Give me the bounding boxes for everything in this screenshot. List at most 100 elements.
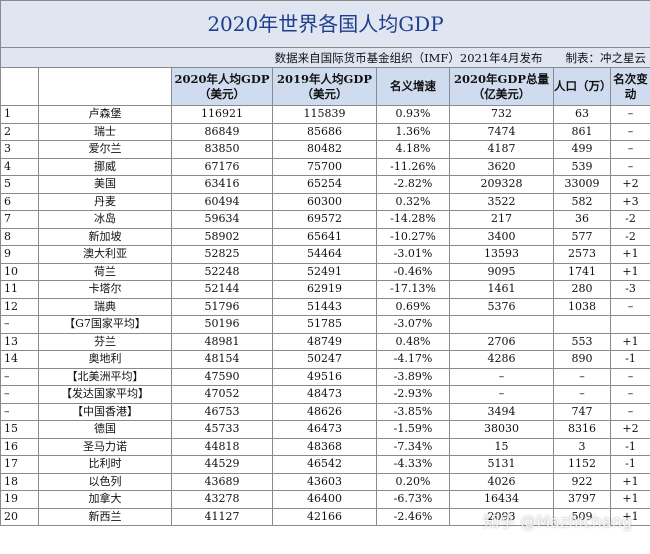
total-value: – [449,367,554,386]
rank-change-value: +1 [610,245,650,264]
gdp2020-value: 51796 [171,297,273,316]
header-rank-change: 名次变动 [610,67,650,106]
total-value: 5376 [449,297,554,316]
gdp2019-value: 42166 [272,507,377,526]
source-note: 数据来自国际货币基金组织（IMF）2021年4月发布 制表：冲之星云 [0,47,650,68]
pop-value: 922 [553,472,611,491]
pop-value: 63 [553,105,611,124]
gdp2019-value: 51785 [272,315,377,334]
gdp2019-value: 60300 [272,192,377,211]
table-row: – 【北美洲平均】 47590 49516 -3.89% – – – [0,367,650,386]
gdp2020-value: 48981 [171,332,273,351]
gdp2019-value: 50247 [272,350,377,369]
growth-value: -2.93% [376,385,450,404]
rank-no: 16 [0,437,39,456]
total-value: – [449,385,554,404]
gdp2019-value: 43603 [272,472,377,491]
country-name: 新西兰 [38,507,172,526]
growth-value: -0.46% [376,262,450,281]
rank-no: 2 [0,122,39,141]
rank-change-value: – [610,367,650,386]
page-title: 2020年世界各国人均GDP [0,0,650,48]
rank-no: 11 [0,280,39,299]
table-row: 15 德国 45733 46473 -1.59% 38030 8316 +2 [0,420,650,439]
total-value: 3620 [449,157,554,176]
pop-value: 1741 [553,262,611,281]
rank-no: 19 [0,490,39,509]
gdp2019-value: 46400 [272,490,377,509]
total-value: 5131 [449,455,554,474]
gdp2020-value: 52248 [171,262,273,281]
gdp2019-value: 75700 [272,157,377,176]
rank-no: 15 [0,420,39,439]
gdp2020-value: 45733 [171,420,273,439]
total-value: 3494 [449,402,554,421]
rank-no: 18 [0,472,39,491]
rank-no: 13 [0,332,39,351]
gdp2019-value: 65254 [272,175,377,194]
total-value: 4187 [449,140,554,159]
pop-value: 577 [553,227,611,246]
table-row: 5 美国 63416 65254 -2.82% 209328 33009 +2 [0,175,650,194]
pop-value: 8316 [553,420,611,439]
rank-change-value: – [610,157,650,176]
rank-no: 10 [0,262,39,281]
pop-value: – [553,367,611,386]
gdp2020-value: 52825 [171,245,273,264]
country-name: 比利时 [38,455,172,474]
growth-value: 4.18% [376,140,450,159]
gdp2020-value: 44818 [171,437,273,456]
watermark: 知乎 @Mazhichang [483,512,632,531]
rank-change-value: +1 [610,262,650,281]
gdp2020-value: 47590 [171,367,273,386]
total-value: 16434 [449,490,554,509]
pop-value: 499 [553,140,611,159]
growth-value: -14.28% [376,210,450,229]
gdp2019-value: 48368 [272,437,377,456]
country-name: 加拿大 [38,490,172,509]
table-row: – 【发达国家平均】 47052 48473 -2.93% – – – [0,385,650,404]
pop-value: 36 [553,210,611,229]
gdp2020-value: 48154 [171,350,273,369]
table-row: 14 奥地利 48154 50247 -4.17% 4286 890 -1 [0,350,650,369]
gdp2019-value: 65641 [272,227,377,246]
rank-change-value: – [610,402,650,421]
country-name: 卡塔尔 [38,280,172,299]
growth-value: -6.73% [376,490,450,509]
table-row: 17 比利时 44529 46542 -4.33% 5131 1152 -1 [0,455,650,474]
gdp2019-value: 48749 [272,332,377,351]
country-name: 挪威 [38,157,172,176]
growth-value: -3.89% [376,367,450,386]
gdp2019-value: 51443 [272,297,377,316]
table-row: 16 圣马力诺 44818 48368 -7.34% 15 3 -1 [0,437,650,456]
rank-change-value: +2 [610,420,650,439]
rank-no: 4 [0,157,39,176]
gdp2020-value: 46753 [171,402,273,421]
growth-value: 0.93% [376,105,450,124]
table-row: 8 新加坡 58902 65641 -10.27% 3400 577 -2 [0,227,650,246]
rank-no: 14 [0,350,39,369]
total-value: 3400 [449,227,554,246]
growth-value: -4.33% [376,455,450,474]
gdp2019-value: 69572 [272,210,377,229]
rank-no: 12 [0,297,39,316]
gdp2020-value: 58902 [171,227,273,246]
gdp2019-value: 48626 [272,402,377,421]
growth-value: -3.01% [376,245,450,264]
table-row: 6 丹麦 60494 60300 0.32% 3522 582 +3 [0,192,650,211]
rank-change-value: – [610,140,650,159]
gdp2020-value: 43689 [171,472,273,491]
gdp2020-value: 52144 [171,280,273,299]
table-row: 11 卡塔尔 52144 62919 -17.13% 1461 280 -3 [0,280,650,299]
rank-no: 1 [0,105,39,124]
header-pop: 人口（万） [553,67,611,106]
pop-value: 2573 [553,245,611,264]
rank-change-value: -1 [610,350,650,369]
growth-value: -3.07% [376,315,450,334]
gdp2019-value: 80482 [272,140,377,159]
gdp2020-value: 86849 [171,122,273,141]
gdp2020-value: 60494 [171,192,273,211]
rank-change-value: – [610,105,650,124]
rank-no: 9 [0,245,39,264]
rank-change-value: -2 [610,227,650,246]
